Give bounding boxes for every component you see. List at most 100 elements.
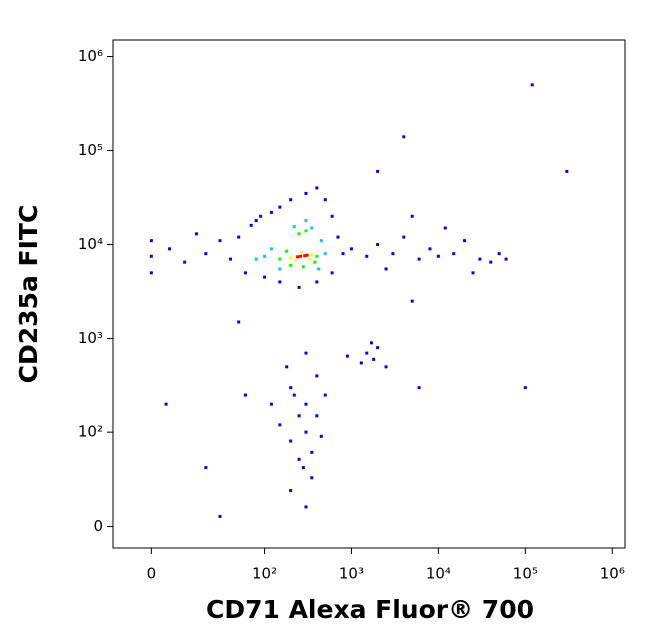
data-point bbox=[315, 186, 319, 190]
data-point bbox=[315, 414, 319, 418]
data-point bbox=[330, 271, 334, 275]
y-tick-label: 10² bbox=[78, 423, 103, 441]
data-point bbox=[294, 258, 298, 262]
data-point bbox=[237, 320, 241, 324]
data-point bbox=[297, 457, 301, 461]
data-point bbox=[304, 351, 308, 355]
data-point bbox=[149, 239, 153, 243]
data-point bbox=[278, 267, 282, 271]
data-point bbox=[254, 257, 258, 261]
data-point bbox=[194, 232, 198, 236]
data-point bbox=[523, 386, 527, 390]
data-point bbox=[304, 191, 308, 195]
data-point bbox=[323, 198, 327, 202]
y-tick-label: 10⁵ bbox=[78, 141, 103, 159]
data-point bbox=[310, 450, 314, 454]
data-point bbox=[417, 257, 421, 261]
data-point bbox=[530, 83, 534, 87]
y-tick-label: 10⁶ bbox=[78, 47, 103, 65]
x-tick-label: 10⁵ bbox=[513, 565, 538, 583]
data-point bbox=[263, 254, 267, 258]
data-point bbox=[292, 225, 296, 229]
data-point bbox=[349, 247, 353, 251]
x-tick-label: 10³ bbox=[339, 565, 364, 583]
data-point bbox=[489, 260, 493, 264]
data-point bbox=[204, 466, 208, 470]
data-point bbox=[269, 402, 273, 406]
data-point bbox=[204, 252, 208, 256]
y-axis-title: CD235a FITC bbox=[14, 205, 43, 384]
data-point bbox=[452, 252, 456, 256]
data-point bbox=[237, 235, 241, 239]
data-point bbox=[269, 247, 273, 251]
data-point bbox=[303, 254, 307, 258]
data-point bbox=[278, 280, 282, 284]
data-point bbox=[478, 257, 482, 261]
data-point bbox=[297, 232, 301, 236]
data-point bbox=[323, 393, 327, 397]
data-point bbox=[319, 434, 323, 438]
data-point bbox=[292, 393, 296, 397]
data-point bbox=[285, 365, 289, 369]
data-point bbox=[330, 214, 334, 218]
data-point bbox=[313, 260, 317, 264]
data-point bbox=[168, 247, 172, 251]
data-point bbox=[304, 402, 308, 406]
data-point bbox=[228, 257, 232, 261]
data-point bbox=[471, 271, 475, 275]
data-point bbox=[243, 393, 247, 397]
data-point bbox=[297, 414, 301, 418]
data-point bbox=[391, 252, 395, 256]
data-point bbox=[218, 514, 222, 518]
x-tick-label: 10⁶ bbox=[600, 565, 625, 583]
data-point bbox=[365, 254, 369, 258]
data-point bbox=[301, 466, 305, 470]
data-point bbox=[376, 346, 380, 350]
data-point bbox=[289, 198, 293, 202]
data-point bbox=[376, 169, 380, 173]
x-tick-label: 10² bbox=[252, 565, 277, 583]
x-tick-label: 10⁴ bbox=[426, 565, 451, 583]
data-point bbox=[164, 402, 168, 406]
data-point bbox=[149, 271, 153, 275]
data-point bbox=[263, 275, 267, 279]
data-point bbox=[301, 265, 305, 269]
data-point bbox=[436, 254, 440, 258]
data-point bbox=[497, 252, 501, 256]
data-point bbox=[289, 263, 293, 267]
data-point bbox=[278, 423, 282, 427]
data-point bbox=[319, 239, 323, 243]
plot-frame bbox=[112, 39, 626, 549]
data-point bbox=[341, 252, 345, 256]
data-point bbox=[417, 386, 421, 390]
data-point bbox=[304, 505, 308, 509]
data-point bbox=[365, 351, 369, 355]
data-point bbox=[254, 219, 258, 223]
data-point bbox=[410, 214, 414, 218]
data-point bbox=[359, 361, 363, 365]
data-point bbox=[183, 260, 187, 264]
data-point bbox=[149, 254, 153, 258]
data-point bbox=[428, 247, 432, 251]
data-point bbox=[372, 357, 376, 361]
y-tick-label: 10³ bbox=[78, 329, 103, 347]
y-tick-label: 0 bbox=[93, 517, 103, 535]
data-point bbox=[384, 365, 388, 369]
data-point bbox=[402, 135, 406, 139]
y-tick-label: 10⁴ bbox=[78, 235, 103, 253]
data-point bbox=[289, 256, 293, 260]
data-point bbox=[259, 214, 263, 218]
data-point bbox=[345, 354, 349, 358]
data-point bbox=[565, 169, 569, 173]
data-point bbox=[308, 257, 312, 261]
data-point bbox=[310, 226, 314, 230]
data-point bbox=[304, 229, 308, 233]
x-axis-title: CD71 Alexa Fluor® 700 bbox=[206, 595, 534, 624]
data-point bbox=[289, 386, 293, 390]
data-point bbox=[315, 374, 319, 378]
data-point bbox=[504, 257, 508, 261]
data-point bbox=[278, 257, 282, 261]
data-point bbox=[285, 249, 289, 253]
data-point bbox=[336, 235, 340, 239]
